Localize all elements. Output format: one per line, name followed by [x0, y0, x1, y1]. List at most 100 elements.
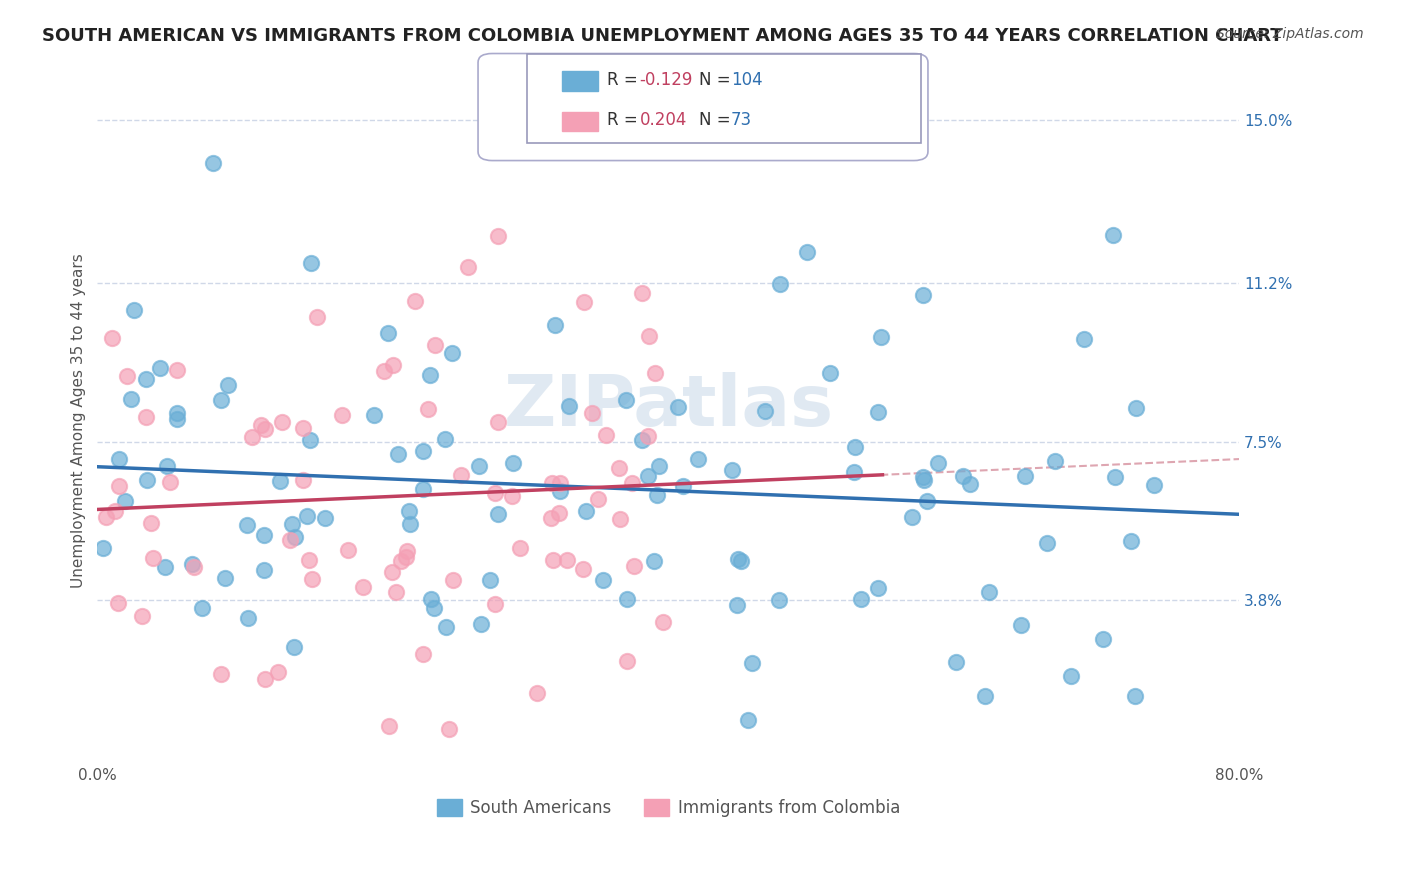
Point: [502, 456, 524, 470]
Point: [136, 474, 159, 488]
Point: [96, 510, 118, 524]
Legend: South Americans, Immigrants from Colombia: South Americans, Immigrants from Colombi…: [430, 792, 907, 823]
Point: [574, 295, 596, 310]
Point: [363, 409, 385, 423]
Point: [214, 570, 236, 584]
Point: [1036, 535, 1059, 549]
Text: R =: R =: [607, 112, 644, 129]
Point: [912, 473, 935, 487]
Point: [450, 467, 472, 482]
Point: [457, 260, 479, 274]
Point: [1125, 401, 1147, 415]
Text: N =: N =: [699, 112, 735, 129]
Text: N =: N =: [699, 71, 735, 89]
Point: [399, 516, 422, 531]
Point: [607, 461, 630, 475]
Point: [420, 591, 443, 606]
Point: [540, 476, 562, 491]
Point: [183, 560, 205, 574]
Point: [395, 550, 418, 565]
Point: [1102, 228, 1125, 243]
Point: [108, 452, 131, 467]
Point: [1143, 478, 1166, 492]
Point: [441, 573, 464, 587]
Point: [737, 713, 759, 727]
Point: [156, 458, 179, 473]
Point: [298, 553, 321, 567]
Point: [616, 591, 638, 606]
Point: [915, 494, 938, 508]
Point: [741, 656, 763, 670]
Point: [155, 559, 177, 574]
Point: [423, 601, 446, 615]
Point: [952, 469, 974, 483]
Point: [614, 392, 637, 407]
Point: [637, 429, 659, 443]
Point: [1092, 632, 1115, 646]
Text: Source: ZipAtlas.com: Source: ZipAtlas.com: [1216, 27, 1364, 41]
Point: [396, 544, 419, 558]
Point: [541, 553, 564, 567]
Y-axis label: Unemployment Among Ages 35 to 44 years: Unemployment Among Ages 35 to 44 years: [72, 253, 86, 588]
Point: [295, 509, 318, 524]
Point: [730, 554, 752, 568]
Point: [434, 620, 457, 634]
Point: [434, 432, 457, 446]
Text: -0.129: -0.129: [640, 71, 693, 89]
Point: [267, 665, 290, 680]
Point: [101, 331, 124, 345]
Point: [250, 417, 273, 432]
Point: [959, 477, 981, 491]
Point: [754, 404, 776, 418]
Point: [107, 479, 129, 493]
Point: [548, 476, 571, 491]
Point: [901, 509, 924, 524]
Point: [337, 542, 360, 557]
Point: [911, 470, 934, 484]
Point: [842, 465, 865, 479]
Point: [945, 655, 967, 669]
Point: [592, 573, 614, 587]
Point: [299, 433, 322, 447]
Point: [595, 427, 617, 442]
Point: [115, 369, 138, 384]
Point: [283, 640, 305, 654]
Point: [139, 516, 162, 531]
Point: [488, 229, 510, 244]
Point: [292, 420, 315, 434]
Point: [281, 516, 304, 531]
Point: [398, 504, 420, 518]
Text: SOUTH AMERICAN VS IMMIGRANTS FROM COLOMBIA UNEMPLOYMENT AMONG AGES 35 TO 44 YEAR: SOUTH AMERICAN VS IMMIGRANTS FROM COLOMB…: [42, 27, 1282, 45]
Point: [1045, 453, 1067, 467]
Point: [509, 541, 531, 555]
Point: [648, 459, 671, 474]
Point: [412, 444, 434, 458]
Point: [423, 338, 446, 352]
Point: [555, 553, 578, 567]
Point: [131, 609, 153, 624]
Point: [270, 416, 292, 430]
Point: [201, 156, 224, 170]
Point: [419, 368, 441, 382]
Point: [307, 310, 329, 325]
Point: [609, 512, 631, 526]
Point: [769, 277, 792, 292]
Point: [387, 447, 409, 461]
Point: [373, 364, 395, 378]
Point: [581, 406, 603, 420]
Point: [235, 517, 257, 532]
Point: [548, 483, 571, 498]
Point: [240, 430, 263, 444]
Point: [666, 401, 689, 415]
Text: 73: 73: [731, 112, 752, 129]
Point: [1104, 469, 1126, 483]
Point: [352, 580, 374, 594]
Point: [630, 433, 652, 447]
Point: [381, 565, 404, 579]
Point: [1060, 669, 1083, 683]
Point: [470, 617, 492, 632]
Point: [209, 666, 232, 681]
Point: [104, 504, 127, 518]
Point: [291, 474, 314, 488]
Point: [866, 582, 889, 596]
